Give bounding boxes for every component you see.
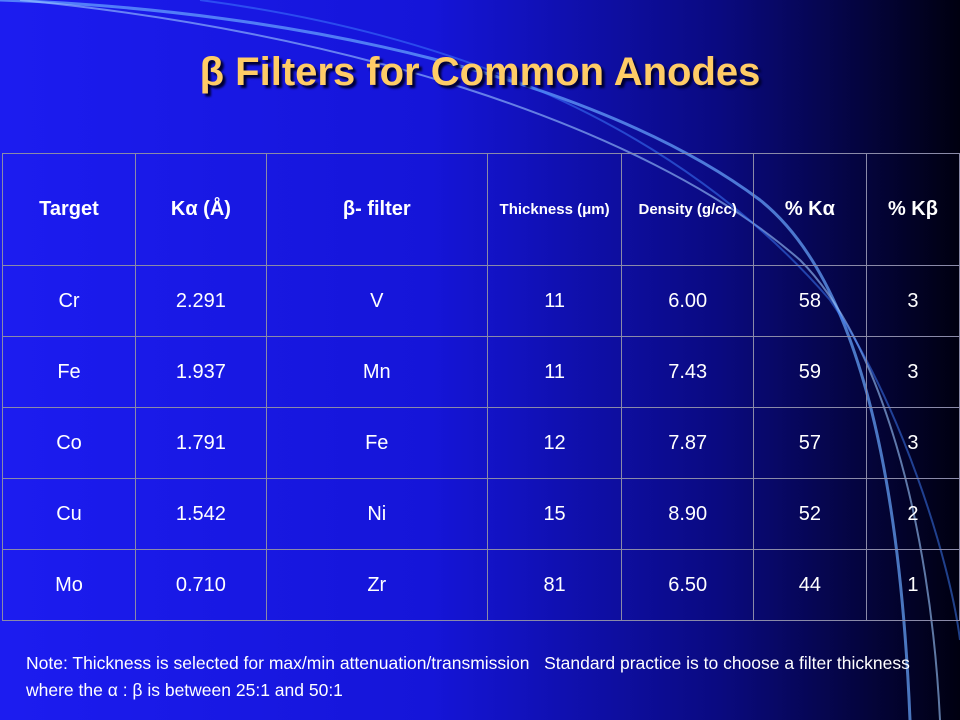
table-cell: 8.90 bbox=[621, 478, 754, 550]
table-cell: 3 bbox=[865, 336, 960, 408]
table-cell: Fe bbox=[265, 407, 488, 479]
header-cell: % Kα bbox=[752, 153, 867, 266]
data-table: Target Kα (Å) β- filter Thickness (μm) Densi… bbox=[2, 153, 960, 621]
table-cell: 44 bbox=[752, 549, 867, 621]
table-row: Cr 2.291 V 11 6.00 58 3 bbox=[2, 265, 960, 337]
table-cell: 7.87 bbox=[621, 407, 754, 479]
table-cell: 7.43 bbox=[621, 336, 754, 408]
table-cell: 11 bbox=[486, 265, 623, 337]
table-cell: Fe bbox=[2, 336, 136, 408]
table-cell: 3 bbox=[865, 407, 960, 479]
table-cell: 81 bbox=[486, 549, 623, 621]
table-cell: 58 bbox=[752, 265, 867, 337]
table-cell: 3 bbox=[865, 265, 960, 337]
table-row: Mo 0.710 Zr 81 6.50 44 1 bbox=[2, 549, 960, 621]
header-cell: Kα (Å) bbox=[134, 153, 267, 266]
table-row: Cu 1.542 Ni 15 8.90 52 2 bbox=[2, 478, 960, 550]
header-cell: % Kβ bbox=[865, 153, 960, 266]
table-cell: Mn bbox=[265, 336, 488, 408]
table-cell: 6.50 bbox=[621, 549, 754, 621]
table-cell: Mo bbox=[2, 549, 136, 621]
table-cell: 52 bbox=[752, 478, 867, 550]
table-cell: 1.542 bbox=[134, 478, 267, 550]
table-cell: Zr bbox=[265, 549, 488, 621]
table-cell: 0.710 bbox=[134, 549, 267, 621]
header-cell: Target bbox=[2, 153, 136, 266]
header-cell: β- filter bbox=[265, 153, 488, 266]
table-cell: 2 bbox=[865, 478, 960, 550]
header-row: Target Kα (Å) β- filter Thickness (μm) Densi… bbox=[2, 153, 960, 266]
header-cell: Density (g/cc) bbox=[621, 153, 754, 266]
table-cell: Co bbox=[2, 407, 136, 479]
note: Note: Thickness is selected for max/min … bbox=[26, 653, 915, 700]
table-cell: Ni bbox=[265, 478, 488, 550]
table-row: Fe 1.937 Mn 11 7.43 59 3 bbox=[2, 336, 960, 408]
slide-title: β Filters for Common Anodes bbox=[199, 50, 761, 94]
table-cell: Cu bbox=[2, 478, 136, 550]
table-cell: Cr bbox=[2, 265, 136, 337]
table-cell: 1.937 bbox=[134, 336, 267, 408]
table-cell: 11 bbox=[486, 336, 623, 408]
table-row: Co 1.791 Fe 12 7.87 57 3 bbox=[2, 407, 960, 479]
table-cell: 12 bbox=[486, 407, 623, 479]
table-cell: 1.791 bbox=[134, 407, 267, 479]
table-cell: 1 bbox=[865, 549, 960, 621]
table-cell: 59 bbox=[752, 336, 867, 408]
header-cell: Thickness (μm) bbox=[486, 153, 623, 266]
table-cell: 15 bbox=[486, 478, 623, 550]
table-cell: 2.291 bbox=[134, 265, 267, 337]
table-cell: V bbox=[265, 265, 488, 337]
table-cell: 57 bbox=[752, 407, 867, 479]
table-cell: 6.00 bbox=[621, 265, 754, 337]
